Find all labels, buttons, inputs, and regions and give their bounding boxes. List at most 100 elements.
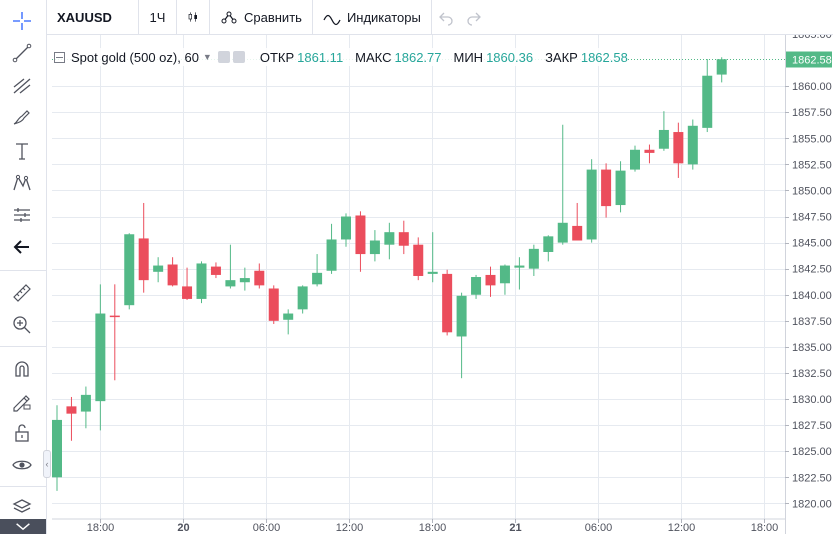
candle-body bbox=[471, 277, 482, 295]
series-title: Spot gold (500 oz), 60 bbox=[71, 49, 199, 65]
time-tick-label: 18:00 bbox=[751, 522, 779, 534]
candle-body bbox=[355, 215, 366, 255]
lock-drawing-icon[interactable] bbox=[8, 388, 36, 414]
candle-body bbox=[196, 263, 207, 299]
redo-icon bbox=[467, 12, 481, 26]
drawing-toolbar bbox=[0, 0, 47, 534]
time-tick-label: 12:00 bbox=[668, 522, 696, 534]
price-tick-label: 1857.50 bbox=[792, 107, 832, 119]
candle-body bbox=[557, 222, 568, 243]
zoom-in-icon[interactable] bbox=[8, 312, 36, 338]
candle-body bbox=[66, 406, 77, 414]
chevron-down-icon[interactable]: ▼ bbox=[202, 52, 212, 62]
price-tick-label: 1825.00 bbox=[792, 446, 832, 458]
candle-body bbox=[658, 129, 669, 149]
time-tick-label: 20 bbox=[177, 522, 189, 534]
chevron-down-icon[interactable] bbox=[0, 519, 46, 534]
candle-body bbox=[601, 169, 612, 207]
settings-icon[interactable] bbox=[217, 51, 230, 63]
indicators-label: Индикаторы bbox=[346, 9, 421, 25]
collapse-legend-icon[interactable] bbox=[54, 51, 65, 63]
low-value: 1860.36 bbox=[486, 49, 534, 65]
redo-button[interactable] bbox=[460, 0, 488, 34]
magnet-icon[interactable] bbox=[8, 356, 36, 382]
open-label: ОТКР bbox=[259, 49, 295, 65]
ruler-icon[interactable] bbox=[8, 280, 36, 306]
candle-body bbox=[442, 273, 453, 333]
candle-body bbox=[615, 170, 626, 206]
time-tick-label: 12:00 bbox=[336, 522, 364, 534]
eye-icon[interactable] bbox=[8, 452, 36, 478]
candle-body bbox=[543, 236, 554, 252]
time-tick-label: 18:00 bbox=[419, 522, 447, 534]
brush-icon[interactable] bbox=[8, 104, 36, 130]
candle-body bbox=[52, 419, 62, 478]
close-value: 1862.58 bbox=[580, 49, 628, 65]
undo-icon bbox=[438, 12, 453, 26]
interval-button[interactable]: 1Ч bbox=[139, 0, 177, 34]
price-tick-label: 1855.00 bbox=[792, 133, 832, 145]
candle-body bbox=[644, 149, 655, 153]
candle-body bbox=[485, 274, 496, 286]
candle-body bbox=[413, 244, 424, 276]
compare-button[interactable]: Сравнить bbox=[210, 0, 313, 34]
candle-body bbox=[514, 265, 525, 268]
candle-body bbox=[254, 270, 265, 286]
price-tick-label: 1847.50 bbox=[792, 212, 832, 224]
candle-body bbox=[341, 216, 351, 240]
chart-style-button[interactable] bbox=[177, 0, 210, 34]
pattern-icon[interactable] bbox=[8, 170, 36, 196]
price-axis: 1820.00 1822.50 1825.00 1827.50 1830.00 1832.… bbox=[785, 29, 832, 510]
candle-body bbox=[586, 169, 597, 240]
price-tick-label: 1860.00 bbox=[792, 81, 832, 93]
series-legend: Spot gold (500 oz), 60 ▼ ОТКР 1861.11 МАК… bbox=[54, 48, 628, 66]
price-tick-label: 1845.00 bbox=[792, 238, 832, 250]
indicators-button[interactable]: Индикаторы bbox=[313, 0, 432, 34]
unlock-icon[interactable] bbox=[8, 420, 36, 446]
candle-body bbox=[124, 234, 135, 306]
compare-icon bbox=[221, 11, 237, 24]
close-icon[interactable] bbox=[232, 51, 245, 63]
time-tick-label: 18:00 bbox=[87, 522, 115, 534]
crosshair-icon[interactable] bbox=[8, 8, 36, 34]
candle-body bbox=[702, 75, 713, 128]
trend-line-icon[interactable] bbox=[8, 40, 36, 66]
time-tick-label: 21 bbox=[509, 522, 521, 534]
last-price-badge bbox=[786, 51, 832, 68]
price-tick-label: 1837.50 bbox=[792, 316, 832, 328]
time-tick-label: 06:00 bbox=[253, 522, 281, 534]
layers-icon[interactable] bbox=[8, 494, 36, 520]
price-tick-label: 1830.00 bbox=[792, 394, 832, 406]
symbol-search-button[interactable]: XAUUSD bbox=[47, 0, 139, 34]
candle-body bbox=[456, 295, 467, 337]
top-toolbar: XAUUSD 1Ч Сравнить Индикаторы bbox=[47, 0, 833, 35]
toolbar-divider bbox=[0, 270, 46, 271]
price-tick-label: 1822.50 bbox=[792, 472, 832, 484]
candle-body bbox=[210, 266, 221, 275]
candle-body bbox=[384, 232, 395, 245]
price-tick-label: 1850.00 bbox=[792, 185, 832, 197]
candlestick-series bbox=[52, 57, 727, 491]
pitchfork-icon[interactable] bbox=[8, 72, 36, 98]
toolbar-divider bbox=[0, 486, 46, 487]
candle-body bbox=[109, 315, 120, 318]
candles-icon bbox=[188, 12, 197, 22]
back-arrow-icon[interactable] bbox=[8, 234, 36, 260]
candle-body bbox=[572, 225, 583, 241]
collapse-toolbar-handle[interactable]: ‹ bbox=[43, 450, 51, 478]
candle-body bbox=[630, 149, 640, 170]
prediction-icon[interactable] bbox=[8, 202, 36, 228]
price-tick-label: 1835.00 bbox=[792, 342, 832, 354]
text-icon[interactable] bbox=[8, 138, 36, 164]
time-axis: 18:00 20 06:00 12:00 18:00 21 06:00 12:00 18:00 bbox=[87, 519, 779, 534]
candle-body bbox=[312, 272, 323, 285]
last-price-label: 1862.58 bbox=[792, 55, 832, 67]
time-tick-label: 06:00 bbox=[585, 522, 613, 534]
candle-body bbox=[398, 232, 409, 246]
price-tick-label: 1840.00 bbox=[792, 290, 832, 302]
candle-body bbox=[369, 240, 380, 255]
undo-button[interactable] bbox=[432, 0, 460, 34]
price-tick-label: 1820.00 bbox=[792, 498, 832, 510]
high-value: 1862.77 bbox=[394, 49, 442, 65]
